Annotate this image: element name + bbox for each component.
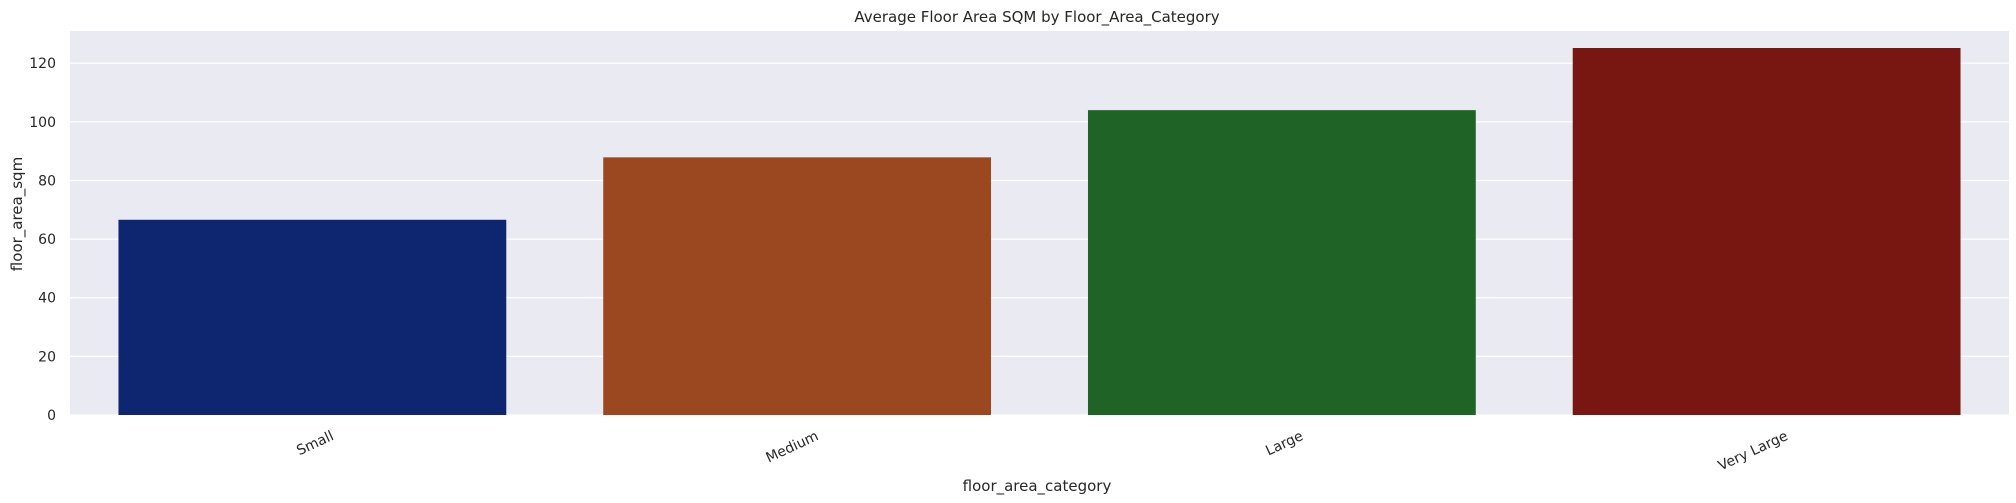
x-tick-label: Medium (764, 428, 822, 466)
y-tick-label: 120 (29, 56, 56, 72)
y-tick-label: 20 (38, 349, 56, 365)
y-axis-label: floor_area_sqm (8, 157, 27, 271)
y-tick-label: 40 (38, 291, 56, 307)
x-axis-ticks: Small Medium Large Very Large (294, 428, 1790, 474)
y-tick-label: 80 (38, 173, 56, 189)
x-axis-label: floor_area_category (963, 477, 1112, 496)
y-tick-label: 100 (29, 115, 56, 131)
y-tick-label: 0 (47, 408, 56, 424)
chart-title: Average Floor Area SQM by Floor_Area_Cat… (854, 8, 1219, 27)
bar-large (1087, 110, 1476, 416)
y-tick-label: 60 (38, 232, 56, 248)
bar-small (118, 219, 507, 415)
x-tick-label: Small (294, 428, 336, 459)
bars (118, 48, 1961, 416)
x-tick-label: Very Large (1716, 428, 1791, 474)
x-tick-label: Large (1263, 428, 1305, 459)
bar-medium (603, 157, 992, 415)
bar-very-large (1572, 48, 1961, 415)
y-axis-ticks: 0 20 40 60 80 100 120 (29, 56, 56, 424)
